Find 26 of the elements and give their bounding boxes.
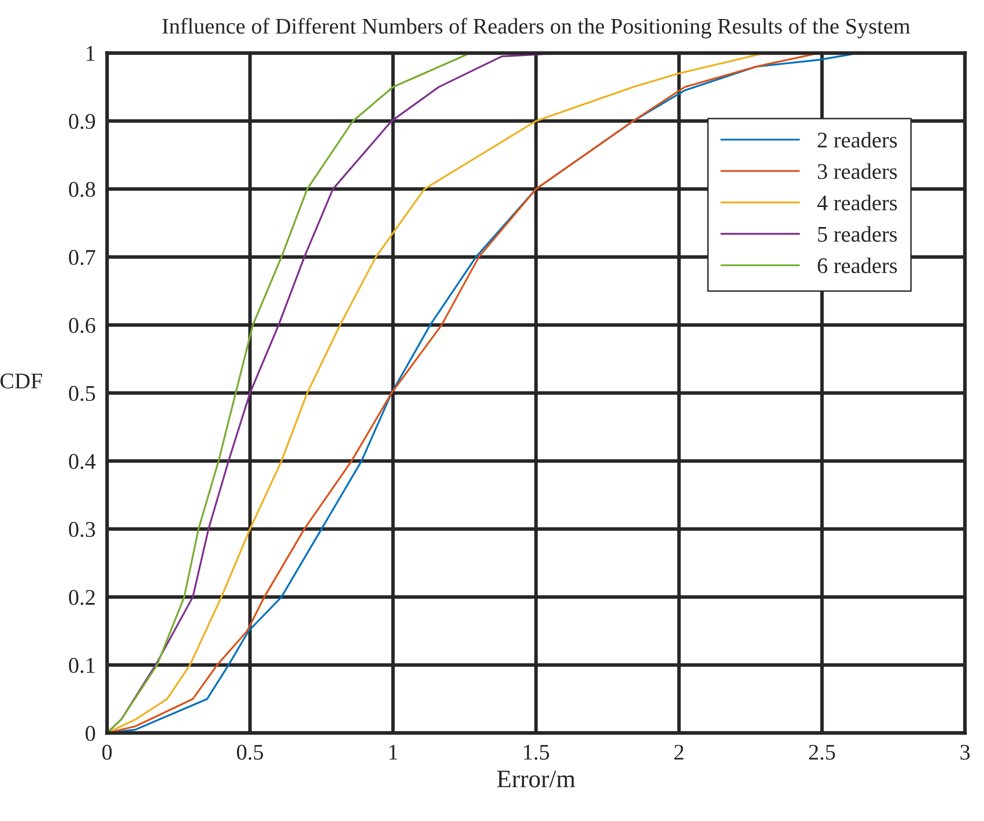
y-tick-label: 0.9: [68, 114, 95, 130]
x-tick-label: 3: [960, 744, 970, 760]
y-tick-label: 0.2: [68, 590, 95, 606]
legend-label: 4 readers: [817, 194, 897, 210]
y-tick-label: 0.5: [68, 386, 96, 402]
y-tick-label: 0: [86, 726, 96, 741]
x-tick-label: 0: [102, 744, 112, 760]
y-tick-label: 0.4: [68, 454, 96, 470]
x-tick-label: 1: [389, 744, 398, 760]
y-tick-label: 0.7: [68, 250, 96, 266]
x-tick-label: 0.5: [236, 744, 264, 760]
y-tick-label: 0.1: [68, 658, 95, 674]
legend-label: 3 readers: [818, 163, 897, 180]
y-tick-label: 0.3: [68, 522, 96, 538]
legend-label: 5 readers: [818, 226, 897, 242]
legend-label: 6 readers: [818, 258, 897, 274]
x-tick-label: 1.5: [524, 744, 550, 760]
legend-label: 2 readers: [818, 132, 897, 148]
y-tick-label: 0.8: [68, 182, 96, 198]
y-tick-label: 1: [86, 46, 95, 61]
x-tick-label: 2.5: [809, 744, 836, 760]
x-tick-label: 2: [674, 744, 684, 760]
chart-title: Influence of Different Numbers of Readers on the Positioning Results of the System: [162, 18, 910, 38]
y-tick-label: 0.6: [68, 318, 96, 334]
y-axis-title: CDF: [0, 374, 42, 388]
x-axis-title: Error/m: [497, 770, 576, 788]
